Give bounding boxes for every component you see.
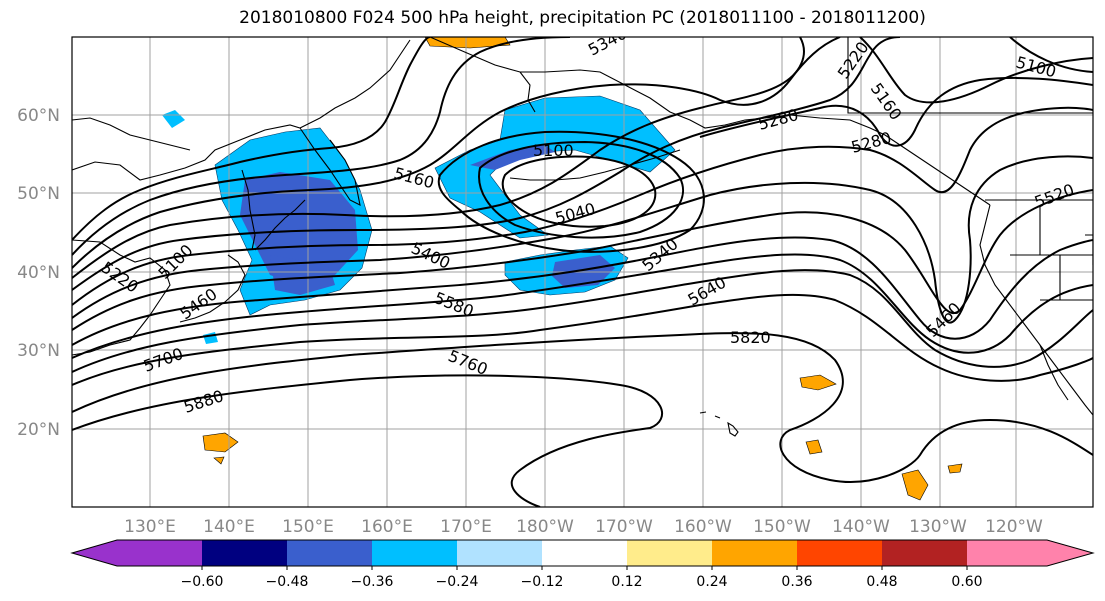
- colorbar-tick-label: −0.36: [351, 574, 394, 590]
- contour-label: 5820: [730, 328, 771, 347]
- coastline-bering: [519, 71, 536, 113]
- colorbar-extend-left: [72, 540, 117, 566]
- contour-5460: [72, 155, 1093, 324]
- lat-label: 40°N: [17, 263, 60, 283]
- height-contours: [72, 37, 1093, 507]
- contour-5040-low: [501, 155, 657, 228]
- contour-5100: [72, 37, 431, 241]
- contour-5280: [72, 37, 805, 279]
- colorbar-segment: [882, 540, 967, 566]
- colorbar-segment: [627, 540, 712, 566]
- coastline-sakhalin: [241, 169, 256, 251]
- colorbar-segment: [457, 540, 542, 566]
- lat-label: 20°N: [17, 420, 60, 440]
- precip-anomaly-negative-west-lobe: [270, 255, 335, 295]
- coastline-hawaii: [699, 411, 739, 437]
- contour-5820: [72, 332, 1093, 483]
- colorbar-tick-label: 0.12: [611, 574, 642, 590]
- precip-anomaly-positive-6: [213, 456, 225, 465]
- colorbar-tick-label: −0.60: [181, 574, 224, 590]
- coastline-na-west: [979, 204, 1093, 416]
- coastline-asia: [72, 39, 411, 181]
- coastline-japan: [179, 254, 246, 323]
- coastline-baja: [1039, 344, 1069, 401]
- lat-label: 50°N: [17, 184, 60, 204]
- contour-5760: [72, 293, 1093, 386]
- colorbar-segment: [797, 540, 882, 566]
- coastline-northasia: [72, 117, 191, 151]
- coastline-kamchatka: [299, 127, 361, 206]
- precip-anomaly-positive-5: [947, 463, 963, 474]
- contour-5520: [72, 189, 1093, 331]
- colorbar-extend-right: [1047, 540, 1093, 566]
- contour-5700: [72, 269, 1093, 373]
- precip-anomaly-positive-2: [799, 374, 837, 391]
- lat-labels: 60°N 50°N 40°N 30°N 20°N: [17, 106, 60, 440]
- map-title: 2018010800 F024 500 hPa height, precipit…: [239, 8, 926, 28]
- contour-5340: [72, 37, 901, 291]
- colorbar-segment: [287, 540, 372, 566]
- colorbar-segment: [202, 540, 287, 566]
- lon-label: 130°W: [909, 517, 967, 537]
- contour-5160-low: [437, 130, 705, 253]
- colorbar-tick-label: 0.60: [951, 574, 982, 590]
- contour-5160-ne: [859, 37, 1093, 104]
- colorbar-outline: [70, 539, 1095, 567]
- contour-5100-ne: [1009, 37, 1093, 73]
- colorbar-tick-label: −0.24: [436, 574, 479, 590]
- coastline-aleutians: [509, 149, 681, 181]
- contour-label: 5100: [533, 141, 574, 160]
- lon-label: 150°W: [753, 517, 811, 537]
- lon-label: 140°W: [832, 517, 890, 537]
- colorbar-segment: [967, 540, 1047, 566]
- lon-label: 170°E: [440, 517, 492, 537]
- colorbar-tick-label: −0.48: [266, 574, 309, 590]
- map-frame: [71, 36, 1094, 508]
- colorbar-segment: [117, 540, 202, 566]
- contour-5880: [72, 374, 663, 507]
- lat-label: 30°N: [17, 341, 60, 361]
- contour-5220: [72, 37, 841, 269]
- colorbar-segment: [712, 540, 797, 566]
- lon-label: 150°E: [282, 517, 334, 537]
- lon-label: 160°W: [674, 517, 732, 537]
- lon-label: 170°W: [595, 517, 653, 537]
- colorbar-segment: [372, 540, 457, 566]
- colorbar: −0.60 −0.48 −0.36 −0.24 −0.12 0.12 0.24 …: [70, 539, 1095, 590]
- coastline-kuril: [254, 199, 306, 251]
- lon-label: 140°E: [203, 517, 255, 537]
- colorbar-tick-label: 0.24: [696, 574, 727, 590]
- colorbar-segment: [542, 540, 627, 566]
- precip-anomaly-positive-3: [805, 439, 823, 455]
- border-alaska-canada: [847, 37, 1093, 114]
- colorbar-tick-label: 0.48: [866, 574, 897, 590]
- lon-label: 130°E: [124, 517, 176, 537]
- contour-5100-low: [478, 140, 685, 239]
- coastline-china-korea: [72, 239, 171, 356]
- lon-label: 120°W: [985, 517, 1043, 537]
- colorbar-tick-label: 0.36: [781, 574, 812, 590]
- lat-label: 60°N: [17, 106, 60, 126]
- coastline-alaska: [429, 37, 991, 206]
- colorbar-tick-label: −0.12: [521, 574, 564, 590]
- lon-labels: 130°E 140°E 150°E 160°E 170°E 180°W 170°…: [124, 517, 1043, 537]
- lon-label: 160°E: [361, 517, 413, 537]
- contour-5280-east: [699, 76, 1093, 147]
- precip-anomaly-positive-top: [424, 37, 511, 49]
- lon-label: 180°W: [516, 517, 574, 537]
- contour-5160: [72, 37, 571, 256]
- precip-anomaly-negative-west-core: [240, 172, 358, 285]
- contour-5580: [72, 236, 1093, 346]
- precip-anomaly-positive-4: [901, 469, 929, 501]
- contour-5640: [72, 253, 1093, 359]
- precip-anomaly-negative-aleutian-core: [470, 145, 555, 170]
